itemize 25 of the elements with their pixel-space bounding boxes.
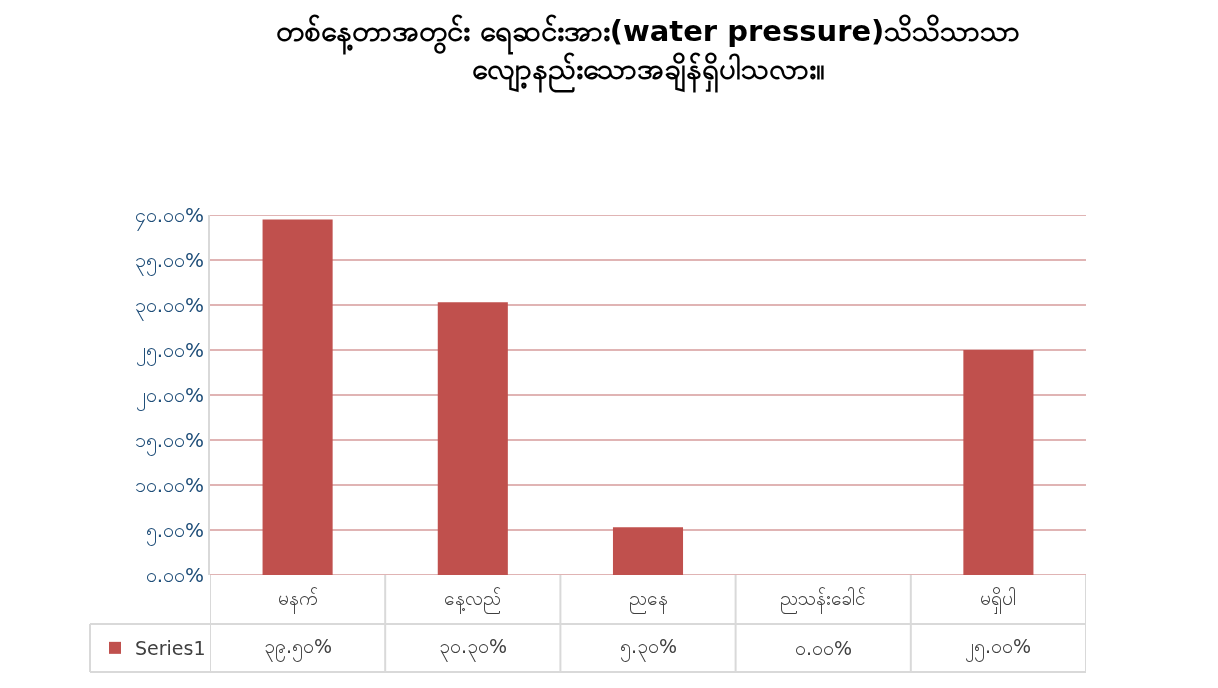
bar — [612, 527, 684, 575]
bar — [262, 219, 333, 575]
bar — [963, 350, 1034, 575]
data-label: ၂၅.၀၀% — [965, 635, 1032, 662]
data-label: ၀.၀၀% — [795, 637, 853, 659]
data-label: ၅.၃၀% — [620, 635, 678, 662]
y-tick-label: ၀.၀၀% — [145, 563, 204, 587]
y-tick-label: ၃၅.၀၀% — [134, 248, 204, 276]
x-tick-label: မရှိပါ — [980, 587, 1016, 614]
legend-label: Series1 — [135, 637, 206, 660]
x-tick-label: ညနေ — [629, 587, 668, 614]
x-tick-label: မနက် — [278, 587, 318, 614]
y-tick-label: ၂၅.၀၀% — [135, 338, 204, 366]
bar — [437, 302, 508, 575]
chart-title: တစ်နေ့တာအတွင်း ရေဆင်းအား(water pressure)သိသိသာသာ လျော့နည်းသောအချိန်ရှိပါသလား။ — [275, 14, 1021, 93]
data-label: ၃၉.၅၀% — [264, 635, 333, 662]
x-tick-label: နေ့လည် — [444, 587, 501, 614]
y-tick-label: ၁၅.၀၀% — [134, 428, 204, 456]
x-tick-label: ညသန်းခေါင် — [780, 587, 866, 614]
y-tick-label: ၂၀.၀၀% — [135, 383, 204, 411]
y-tick-label: ၃၀.၀၀% — [134, 293, 204, 321]
data-label: ၃၀.၃၀% — [439, 635, 508, 662]
y-tick-label: ၄၀.၀၀% — [134, 203, 204, 231]
y-tick-label: ၁၀.၀၀% — [134, 473, 204, 497]
y-tick-label: ၅.၀၀% — [145, 518, 204, 546]
